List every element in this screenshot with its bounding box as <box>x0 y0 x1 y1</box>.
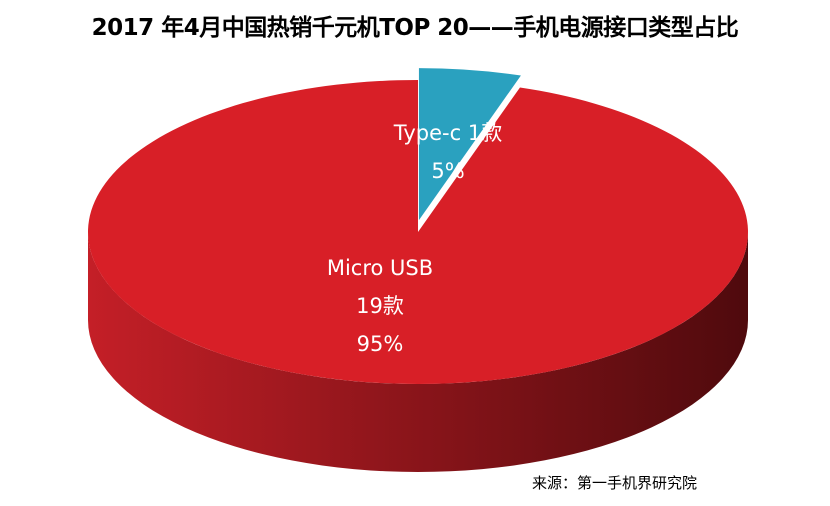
pie-slice-micro-usb <box>87 80 748 385</box>
pie-side-micro-usb <box>88 232 748 472</box>
pie-slice-type-c <box>418 68 521 221</box>
label-microusb-name: Micro USB <box>327 256 433 280</box>
label-typec-percent: 5% <box>431 159 464 183</box>
label-microusb-count: 19款 <box>356 294 404 318</box>
chart-source: 来源：第一手机界研究院 <box>532 474 698 492</box>
label-typec-name: Type-c 1款 <box>393 121 502 145</box>
label-microusb-percent: 95% <box>357 332 404 356</box>
chart-title: 2017 年4月中国热销千元机TOP 20——手机电源接口类型占比 <box>91 15 739 41</box>
